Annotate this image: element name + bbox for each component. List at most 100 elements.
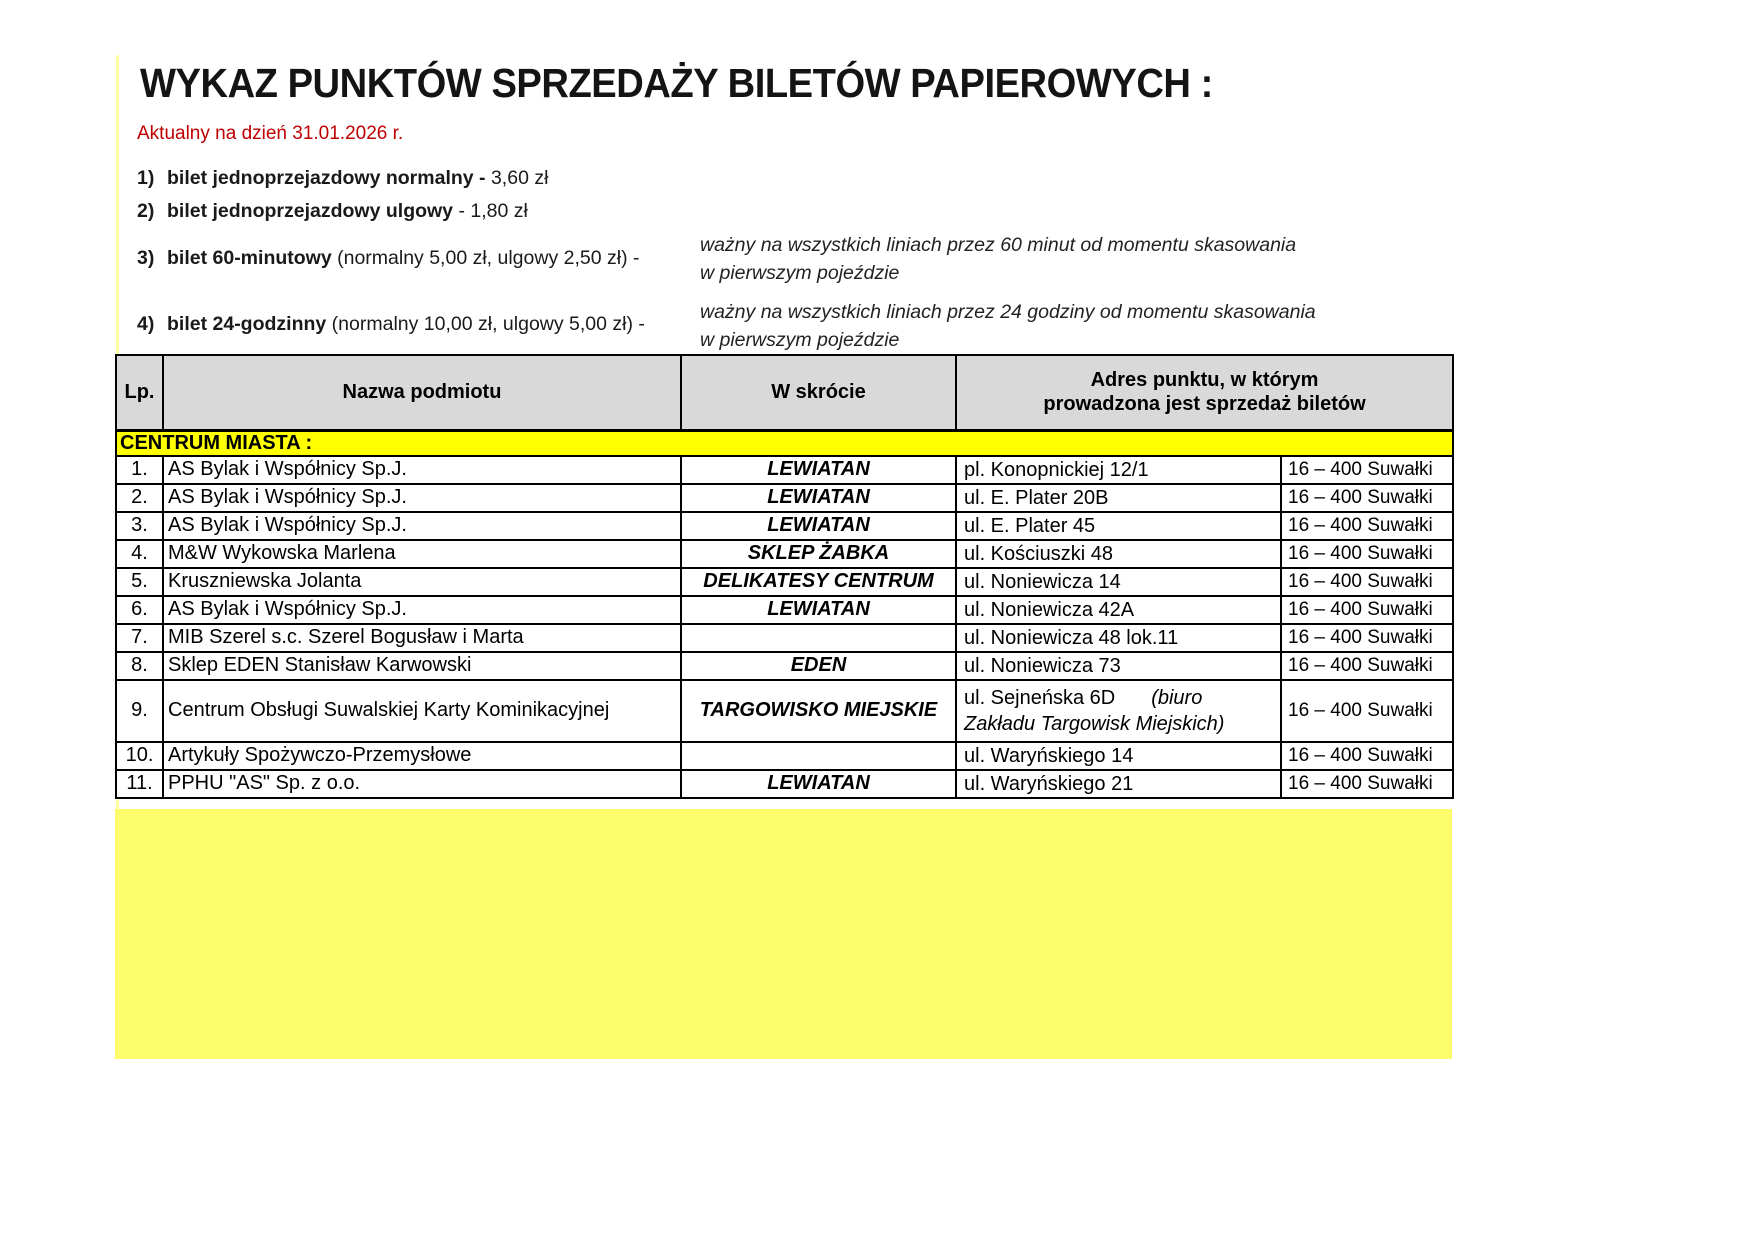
ticket-number: 1)	[137, 167, 155, 189]
ticket-number: 4)	[137, 313, 155, 335]
entity-name: M&W Wykowska Marlena	[162, 538, 682, 569]
street-address: ul. Noniewicza 48 lok.11	[955, 622, 1282, 653]
row-number: 2.	[115, 482, 164, 513]
short-name: DELIKATESY CENTRUM	[680, 566, 957, 597]
postal-city: 16 – 400 Suwałki	[1280, 622, 1454, 653]
ticket-3-validity-note: ważny na wszystkich liniach przez 60 min…	[700, 231, 1340, 287]
table-row: 6. AS Bylak i Współnicy Sp.J. LEWIATAN ul. …	[115, 594, 1454, 625]
valid-date-note: Aktualny na dzień 31.01.2026 r.	[137, 123, 404, 144]
row-number: 8.	[115, 650, 164, 681]
short-name: LEWIATAN	[680, 482, 957, 513]
ticket-price: 3,60 zł	[485, 167, 549, 189]
row-number: 3.	[115, 510, 164, 541]
ticket-label: bilet 24-godzinny	[167, 313, 327, 335]
header-address-line1: Adres punktu, w którym	[1090, 369, 1319, 392]
header-address-line2: prowadzona jest sprzedaż biletów	[1043, 393, 1366, 416]
address-main: ul. Waryńskiego 14	[964, 744, 1134, 767]
entity-name: Sklep EDEN Stanisław Karwowski	[162, 650, 682, 681]
note-line: w pierwszym pojeździe	[700, 262, 900, 284]
street-address: ul. Noniewicza 14	[955, 566, 1282, 597]
postal-city: 16 – 400 Suwałki	[1280, 454, 1454, 485]
ticket-item-1: 1) bilet jednoprzejazdowy normalny - 3,60…	[137, 167, 548, 190]
table-row: 10. Artykuły Spożywczo-Przemysłowe ul. War…	[115, 740, 1454, 771]
row-number: 6.	[115, 594, 164, 625]
short-name: LEWIATAN	[680, 454, 957, 485]
short-name: LEWIATAN	[680, 510, 957, 541]
row-number: 7.	[115, 622, 164, 653]
entity-name: AS Bylak i Współnicy Sp.J.	[162, 454, 682, 485]
short-name	[680, 622, 957, 653]
postal-city: 16 – 400 Suwałki	[1280, 510, 1454, 541]
table-header-row: Lp. Nazwa podmiotu W skrócie Adres punkt…	[115, 354, 1454, 432]
ticket-number: 3)	[137, 247, 155, 269]
entity-name: AS Bylak i Współnicy Sp.J.	[162, 510, 682, 541]
header-lp: Lp.	[115, 354, 164, 432]
header-short: W skrócie	[680, 354, 957, 432]
postal-city: 16 – 400 Suwałki	[1280, 768, 1454, 799]
ticket-label: bilet jednoprzejazdowy normalny -	[167, 167, 486, 189]
street-address: pl. Konopnickiej 12/1	[955, 454, 1282, 485]
postal-city: 16 – 400 Suwałki	[1280, 650, 1454, 681]
ticket-label: bilet 60-minutowy	[167, 247, 332, 269]
address-main: ul. Kościuszki 48	[964, 542, 1113, 565]
ticket-price: (normalny 5,00 zł, ulgowy 2,50 zł) -	[331, 247, 640, 269]
table-row: 2. AS Bylak i Współnicy Sp.J. LEWIATAN ul. …	[115, 482, 1454, 513]
ticket-item-3: 3) bilet 60-minutowy (normalny 5,00 zł, u…	[137, 247, 639, 270]
row-number: 11.	[115, 768, 164, 799]
ticket-label: bilet jednoprzejazdowy ulgowy	[167, 200, 454, 222]
ticket-4-validity-note: ważny na wszystkich liniach przez 24 god…	[700, 298, 1340, 354]
street-address: ul. Waryńskiego 21	[955, 768, 1282, 799]
address-main: ul. E. Plater 20B	[964, 486, 1109, 509]
ticket-item-4: 4) bilet 24-godzinny (normalny 10,00 zł, …	[137, 313, 645, 336]
section-label: CENTRUM MIASTA :	[115, 429, 1454, 457]
entity-name: Artykuły Spożywczo-Przemysłowe	[162, 740, 682, 771]
address-note: (biuro	[1151, 686, 1203, 709]
table-row: 8. Sklep EDEN Stanisław Karwowski EDEN ul. …	[115, 650, 1454, 681]
note-line: ważny na wszystkich liniach przez 24 god…	[700, 301, 1316, 323]
address-main: pl. Konopnickiej 12/1	[964, 458, 1149, 481]
ticket-item-2: 2) bilet jednoprzejazdowy ulgowy - 1,80 z…	[137, 200, 528, 223]
entity-name: Centrum Obsługi Suwalskiej Karty Kominik…	[162, 678, 682, 743]
header-name: Nazwa podmiotu	[162, 354, 682, 432]
short-name: LEWIATAN	[680, 594, 957, 625]
street-address: ul. Waryńskiego 14	[955, 740, 1282, 771]
postal-city: 16 – 400 Suwałki	[1280, 740, 1454, 771]
entity-name: MIB Szerel s.c. Szerel Bogusław i Marta	[162, 622, 682, 653]
entity-name: AS Bylak i Współnicy Sp.J.	[162, 594, 682, 625]
short-name: EDEN	[680, 650, 957, 681]
ticket-price: (normalny 10,00 zł, ulgowy 5,00 zł) -	[326, 313, 645, 335]
postal-city: 16 – 400 Suwałki	[1280, 566, 1454, 597]
ticket-number: 2)	[137, 200, 155, 222]
street-address: ul. Sejneńska 6D (biuro Zakładu Targowisk …	[955, 678, 1282, 743]
address-main: ul. Noniewicza 48 lok.11	[964, 626, 1179, 649]
short-name: SKLEP ŻABKA	[680, 538, 957, 569]
street-address: ul. Noniewicza 42A	[955, 594, 1282, 625]
postal-city: 16 – 400 Suwałki	[1280, 594, 1454, 625]
table-body: CENTRUM MIASTA : 1. AS Bylak i Współnicy …	[115, 429, 1454, 799]
row-number: 5.	[115, 566, 164, 597]
address-main: ul. Noniewicza 14	[964, 570, 1121, 593]
short-name	[680, 740, 957, 771]
short-name: TARGOWISKO MIEJSKIE	[680, 678, 957, 743]
address-main: ul. Noniewicza 73	[964, 654, 1121, 677]
address-main: ul. Sejneńska 6D	[964, 686, 1116, 709]
table-row: 4. M&W Wykowska Marlena SKLEP ŻABKA ul. Koś…	[115, 538, 1454, 569]
short-name: LEWIATAN	[680, 768, 957, 799]
postal-city: 16 – 400 Suwałki	[1280, 482, 1454, 513]
entity-name: PPHU "AS" Sp. z o.o.	[162, 768, 682, 799]
entity-name: AS Bylak i Współnicy Sp.J.	[162, 482, 682, 513]
row-number: 1.	[115, 454, 164, 485]
entity-name: Kruszniewska Jolanta	[162, 566, 682, 597]
table-row: 11. PPHU "AS" Sp. z o.o. LEWIATAN ul. Waryń…	[115, 768, 1454, 799]
table-row: 3. AS Bylak i Współnicy Sp.J. LEWIATAN ul. …	[115, 510, 1454, 541]
table-row: 7. MIB Szerel s.c. Szerel Bogusław i Mart…	[115, 622, 1454, 653]
row-number: 4.	[115, 538, 164, 569]
row-number: 10.	[115, 740, 164, 771]
header-address: Adres punktu, w którym prowadzona jest s…	[955, 354, 1454, 432]
note-line: ważny na wszystkich liniach przez 60 min…	[700, 234, 1297, 256]
sales-points-table: Lp. Nazwa podmiotu W skrócie Adres punkt…	[115, 354, 1454, 799]
page-title: WYKAZ PUNKTÓW SPRZEDAŻY BILETÓW PAPIEROW…	[140, 60, 1213, 106]
address-main: ul. E. Plater 45	[964, 514, 1096, 537]
section-header-row: CENTRUM MIASTA :	[115, 429, 1454, 457]
